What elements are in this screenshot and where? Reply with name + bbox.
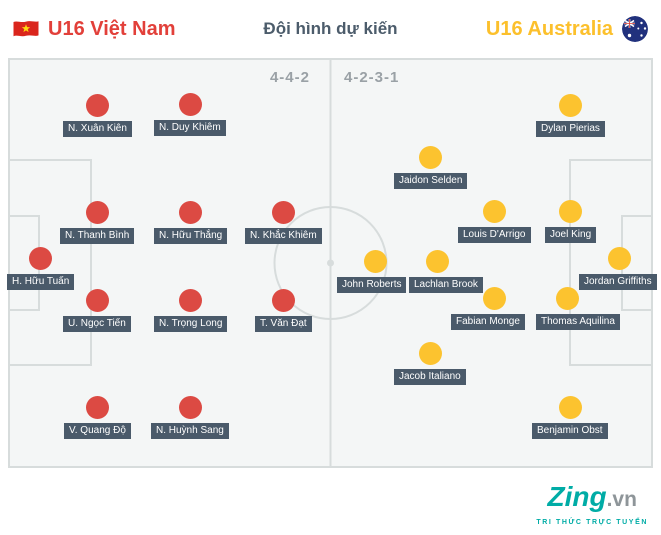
formation-home-label: 4-4-2	[269, 69, 310, 86]
formation-away-label: 4-2-3-1	[344, 69, 400, 86]
match-title: Đội hình dự kiến	[263, 19, 398, 38]
header: U16 Việt Nam Đội hình dự kiến U16 Austra…	[0, 0, 661, 58]
home-team-name: U16 Việt Nam	[48, 17, 176, 40]
zing-logo-suffix: .vn	[606, 488, 637, 511]
away-team-name: U16 Australia	[485, 17, 613, 40]
zing-logo-text: Zing.vn	[536, 482, 648, 517]
zing-logo-main: Zing	[547, 481, 607, 512]
vietnam-flag-icon	[13, 21, 39, 37]
home-team-header: U16 Việt Nam	[13, 0, 175, 58]
zing-logo: Zing.vn TRI THỨC TRỰC TUYẾN	[536, 482, 648, 527]
zing-logo-tagline: TRI THỨC TRỰC TUYẾN	[536, 519, 648, 526]
australia-flag-icon	[622, 16, 648, 42]
pitch-lines	[8, 58, 653, 468]
pitch: 4-4-2 4-2-3-1	[8, 58, 653, 468]
away-team-header: U16 Australia	[486, 0, 648, 58]
